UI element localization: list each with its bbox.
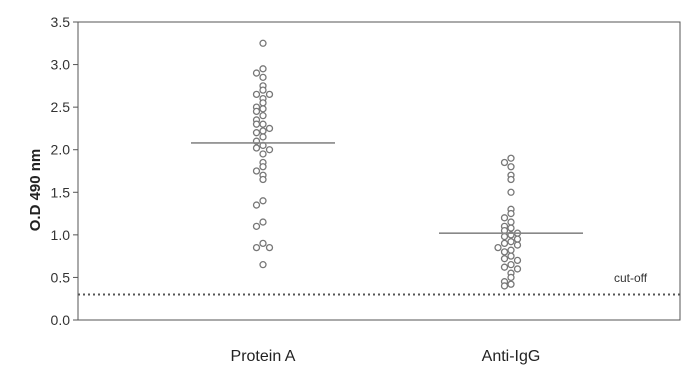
- data-point: [507, 280, 515, 288]
- data-point: [513, 256, 522, 265]
- data-point: [513, 241, 522, 249]
- data-point: [259, 197, 267, 205]
- axes: 0.0 0.5 1.0 1.5 2.0 2.5 3.0 3.5 Protein A Anti-Ig…: [51, 14, 681, 365]
- data-point: [507, 273, 515, 282]
- y-tick-label: 0.5: [51, 269, 71, 285]
- y-tick-label: 1.5: [51, 184, 71, 200]
- data-point: [259, 86, 267, 94]
- data-point: [265, 124, 274, 133]
- data-point: [259, 73, 267, 81]
- data-point: [252, 69, 261, 77]
- data-point: [259, 39, 267, 47]
- y-tick-label: 3.0: [51, 57, 71, 73]
- y-tick-label: 1.0: [51, 227, 71, 243]
- y-tick-label: 2.5: [51, 99, 71, 115]
- data-point: [265, 146, 274, 154]
- data-point: [500, 255, 509, 263]
- y-tick-label: 0.0: [51, 312, 71, 328]
- data-point: [507, 154, 515, 162]
- data-point: [259, 120, 267, 128]
- data-point: [252, 201, 261, 209]
- data-point: [259, 133, 267, 141]
- data-point: [252, 222, 261, 230]
- data-point: [252, 129, 261, 137]
- plot-frame: [77, 21, 681, 321]
- data-point: [259, 218, 267, 226]
- data-point: [265, 90, 274, 99]
- data-point: [259, 163, 267, 171]
- data-point: [259, 261, 267, 269]
- data-point: [507, 188, 515, 196]
- y-tick-label: 3.5: [51, 14, 71, 30]
- data-point: [507, 261, 515, 269]
- data-point: [494, 243, 502, 252]
- cutoff-label: cut-off: [614, 271, 648, 285]
- data-point: [507, 238, 515, 246]
- data-point: [500, 248, 509, 256]
- x-category-label: Protein A: [231, 348, 296, 365]
- data-point: [513, 265, 522, 273]
- data-point: [507, 252, 515, 260]
- data-point: [500, 232, 509, 241]
- data-point: [259, 127, 267, 135]
- data-point: [252, 243, 261, 252]
- data-point: [259, 239, 267, 248]
- data-point: [500, 282, 509, 290]
- data-point: [259, 175, 267, 184]
- data-point: [513, 235, 522, 243]
- data-point: [507, 218, 515, 226]
- data-point: [252, 167, 261, 175]
- y-tick-label: 2.0: [51, 142, 71, 158]
- data-point: [259, 65, 267, 73]
- x-category-label: Anti-IgG: [482, 348, 541, 365]
- data-point: [507, 224, 515, 232]
- data-point: [500, 239, 509, 248]
- data-point: [500, 158, 509, 167]
- data-point: [265, 243, 274, 252]
- data-point: [259, 105, 267, 113]
- data-point: [507, 175, 515, 184]
- data-point: [259, 99, 267, 107]
- data-point: [259, 112, 267, 120]
- data-point: [507, 246, 515, 254]
- data-point: [507, 163, 515, 171]
- data-point: [259, 150, 267, 158]
- data-point: [252, 107, 261, 116]
- y-axis-title: O.D 490 nm: [27, 149, 44, 232]
- data-point: [500, 214, 509, 222]
- marks: [78, 39, 680, 296]
- data-point: [500, 263, 509, 271]
- data-point: [252, 90, 261, 99]
- data-point: [507, 209, 515, 218]
- data-point: [252, 120, 261, 128]
- data-point: [252, 144, 261, 152]
